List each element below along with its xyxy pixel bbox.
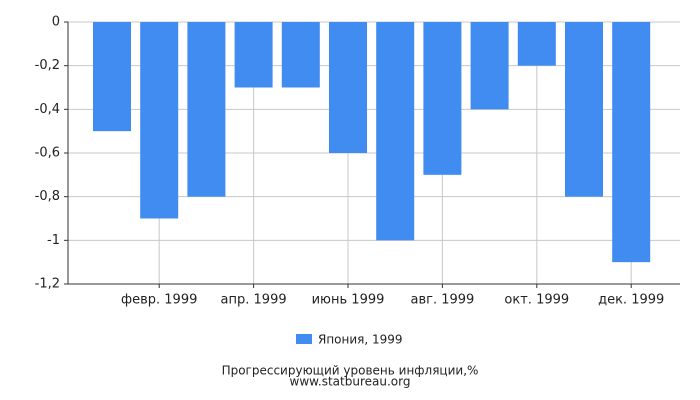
chart-title: Прогрессирующий уровень инфляции,% (222, 364, 479, 378)
chart-source: www.statbureau.org (290, 375, 411, 389)
y-tick-label: -0,2 (35, 58, 60, 73)
x-tick-label: апр. 1999 (221, 293, 287, 308)
bar (329, 22, 367, 153)
x-tick-label: авг. 1999 (410, 293, 474, 308)
x-tick-label: июнь 1999 (312, 293, 385, 308)
bar (470, 22, 509, 110)
bar (612, 22, 651, 263)
y-tick-label: -1,2 (35, 277, 60, 292)
bar (234, 22, 273, 88)
x-tick-label: окт. 1999 (504, 293, 569, 308)
legend-label: Япония, 1999 (318, 333, 403, 347)
bar (423, 22, 462, 175)
bar (281, 22, 320, 88)
y-tick-label: -0,4 (35, 102, 60, 117)
y-tick-label: -1 (47, 233, 60, 248)
bar (517, 22, 556, 66)
y-tick-label: 0 (52, 15, 60, 30)
bar (565, 22, 603, 197)
bar (93, 22, 131, 132)
bar (187, 22, 226, 197)
bar (140, 22, 179, 219)
x-tick-label: дек. 1999 (598, 293, 664, 308)
y-tick-label: -0,6 (35, 146, 60, 161)
legend-swatch (296, 334, 312, 344)
y-tick-label: -0,8 (35, 189, 60, 204)
x-tick-label: февр. 1999 (121, 293, 197, 308)
bar (376, 22, 415, 241)
